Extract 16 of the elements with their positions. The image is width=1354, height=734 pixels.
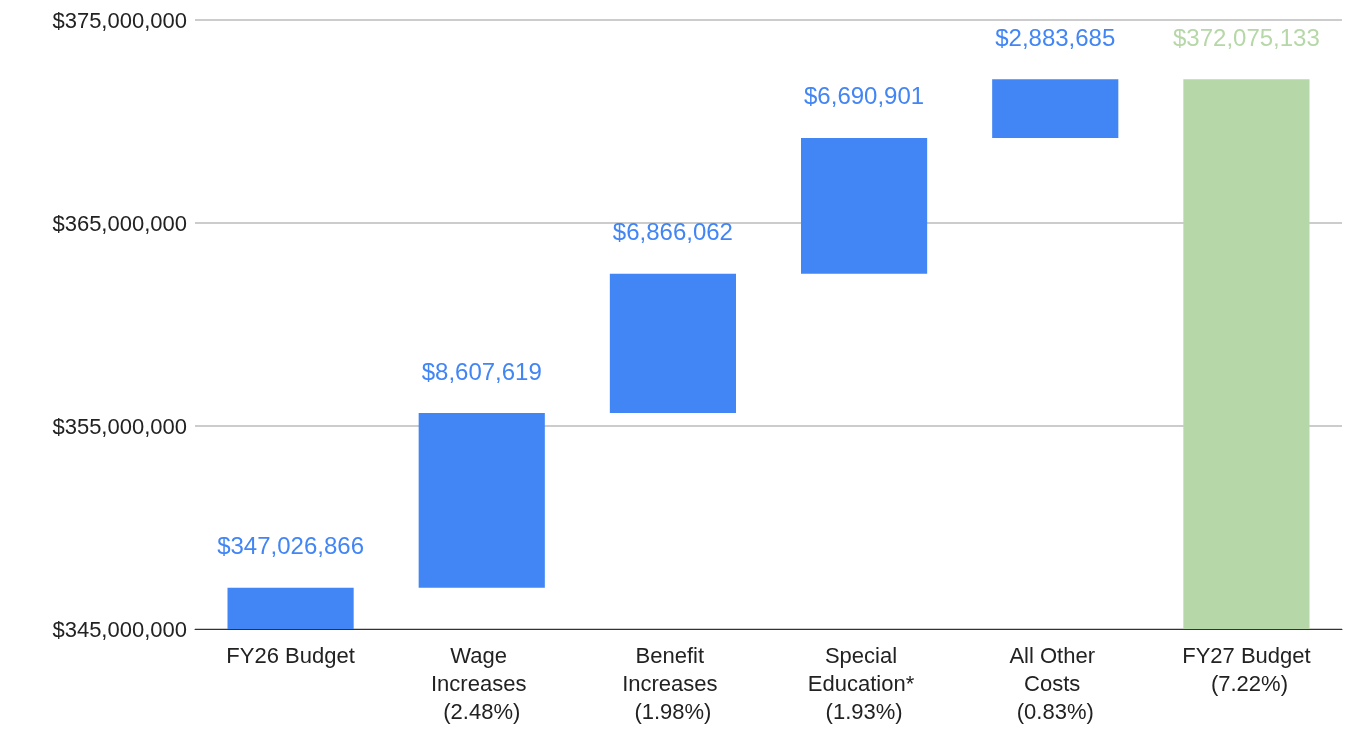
data-label: $8,607,619 [421,357,542,385]
y-tick-label: $365,000,000 [52,210,187,236]
data-label: $6,690,901 [804,82,925,110]
data-label: $6,866,062 [612,218,733,246]
y-tick-label: $355,000,000 [52,413,187,439]
x-tick-label: Special Education* (1.93%) [807,642,921,724]
x-tick-label: FY27 Budget (7.22%) [1182,642,1311,696]
x-tick-label: Wage Increases (2.48%) [431,642,533,724]
y-tick-label: $375,000,000 [52,7,187,33]
x-tick-label: Benefit Increases (1.98%) [622,642,724,724]
data-label: $2,883,685 [995,23,1116,51]
data-label: $372,075,133 [1173,23,1320,51]
y-tick-label: $345,000,000 [52,616,187,642]
data-label: $347,026,866 [217,532,364,560]
x-tick-label: FY26 Budget [226,642,355,668]
x-tick-label: All Other Costs (0.83%) [1009,642,1102,724]
